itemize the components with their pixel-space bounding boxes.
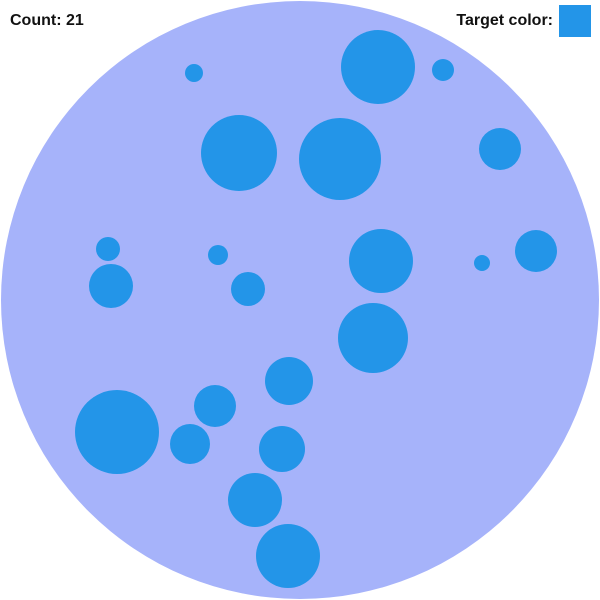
target-color-indicator: Target color:	[456, 5, 591, 37]
target-circle[interactable]	[208, 245, 228, 265]
target-circle[interactable]	[75, 390, 159, 474]
target-circles	[75, 30, 557, 588]
target-circle[interactable]	[89, 264, 133, 308]
target-circle[interactable]	[474, 255, 490, 271]
target-circle[interactable]	[432, 59, 454, 81]
target-circle[interactable]	[96, 237, 120, 261]
target-circle[interactable]	[338, 303, 408, 373]
target-circle[interactable]	[299, 118, 381, 200]
target-circle[interactable]	[259, 426, 305, 472]
target-color-swatch	[559, 5, 591, 37]
target-circle[interactable]	[265, 357, 313, 405]
target-circle[interactable]	[194, 385, 236, 427]
target-circle[interactable]	[479, 128, 521, 170]
target-color-label: Target color:	[456, 12, 553, 29]
target-circle[interactable]	[201, 115, 277, 191]
target-circle[interactable]	[170, 424, 210, 464]
target-circle[interactable]	[231, 272, 265, 306]
target-circle[interactable]	[349, 229, 413, 293]
target-circle[interactable]	[341, 30, 415, 104]
count-label: Count: 21	[10, 12, 84, 29]
target-circle[interactable]	[185, 64, 203, 82]
target-circle[interactable]	[256, 524, 320, 588]
target-circle[interactable]	[515, 230, 557, 272]
target-circle[interactable]	[228, 473, 282, 527]
